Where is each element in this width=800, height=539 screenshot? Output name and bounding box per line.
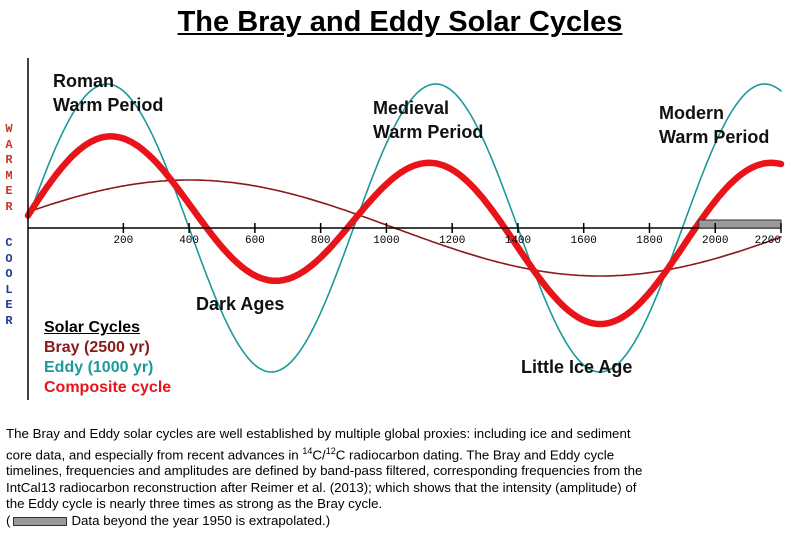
legend-item-1: Eddy (1000 yr) <box>44 359 154 376</box>
caption-line-2-a: core data, and especially from recent ad… <box>6 446 303 462</box>
legend-item-2: Composite cycle <box>44 379 172 396</box>
x-tick-label-1200: 1200 <box>439 235 465 247</box>
chart-title: The Bray and Eddy Solar Cycles <box>177 6 623 38</box>
caption-sup-14: 14 <box>302 445 313 456</box>
x-tick-label-200: 200 <box>113 235 133 247</box>
cooler-axis-label: COOLER <box>5 236 13 328</box>
caption-line-2-e: C radiocarbon dating. The Bray and Eddy … <box>335 446 615 462</box>
legend-title: Solar Cycles <box>44 319 141 336</box>
chart-legend: Solar Cycles Bray (2500 yr) Eddy (1000 yr… <box>44 318 171 398</box>
x-tick-label-2200: 2200 <box>755 235 781 247</box>
x-tick-label-1400: 1400 <box>505 235 531 247</box>
x-tick-label-400: 400 <box>179 235 199 247</box>
eddy-cycle-line <box>27 83 782 373</box>
caption-line-5: the Eddy cycle is nearly three times as … <box>6 496 383 512</box>
caption-line-4: IntCal13 radiocarbon reconstruction afte… <box>6 479 637 495</box>
dark-ages-label: Dark Ages <box>196 294 285 314</box>
modern-label-line2: Warm Period <box>659 127 770 147</box>
roman-label-line1: Roman <box>53 71 115 91</box>
medieval-label-line2: Warm Period <box>373 122 484 142</box>
composite-cycle-line <box>24 133 785 328</box>
medieval-label-line1: Medieval <box>373 98 450 118</box>
modern-warm-period-label: Modern Warm Period <box>659 101 769 149</box>
extrapolated-swatch <box>13 516 68 526</box>
caption-line-2: core data, and especially from recent ad… <box>6 443 796 464</box>
caption-sup-12: 12 <box>325 445 336 456</box>
warmer-axis-label: WARMER <box>5 122 13 214</box>
bray-cycle-line <box>27 179 782 277</box>
medieval-warm-period-label: Medieval Warm Period <box>373 96 483 144</box>
little-ice-age-label: Little Ice Age <box>521 357 633 377</box>
caption-line-2-c: C/ <box>312 446 326 462</box>
figure-caption: The Bray and Eddy solar cycles are well … <box>6 426 796 529</box>
solar-cycles-chart: 200 400 600 800 1000 1200 1400 1600 1800 2000 2200 <box>24 58 785 400</box>
extrapolated-data-bar <box>698 219 782 229</box>
x-tick-label-1800: 1800 <box>636 235 662 247</box>
caption-note-text: Data beyond the year 1950 is extrapolate… <box>71 512 331 528</box>
x-tick-label-600: 600 <box>245 235 265 247</box>
caption-note-open: ( <box>6 512 11 528</box>
x-tick-label-800: 800 <box>311 235 331 247</box>
legend-item-0: Bray (2500 yr) <box>44 339 150 356</box>
x-tick-label-1600: 1600 <box>571 235 597 247</box>
modern-label-line1: Modern <box>659 103 724 123</box>
x-tick-label-2000: 2000 <box>702 235 728 247</box>
caption-line-3: timelines, frequencies and amplitudes ar… <box>6 463 643 479</box>
roman-warm-period-label: Roman Warm Period <box>53 69 163 117</box>
x-tick-label-1000: 1000 <box>373 235 399 247</box>
caption-note: ( Data beyond the year 1950 is extrapolat… <box>6 513 796 530</box>
caption-line-1: The Bray and Eddy solar cycles are well … <box>6 426 631 441</box>
roman-label-line2: Warm Period <box>53 95 164 115</box>
